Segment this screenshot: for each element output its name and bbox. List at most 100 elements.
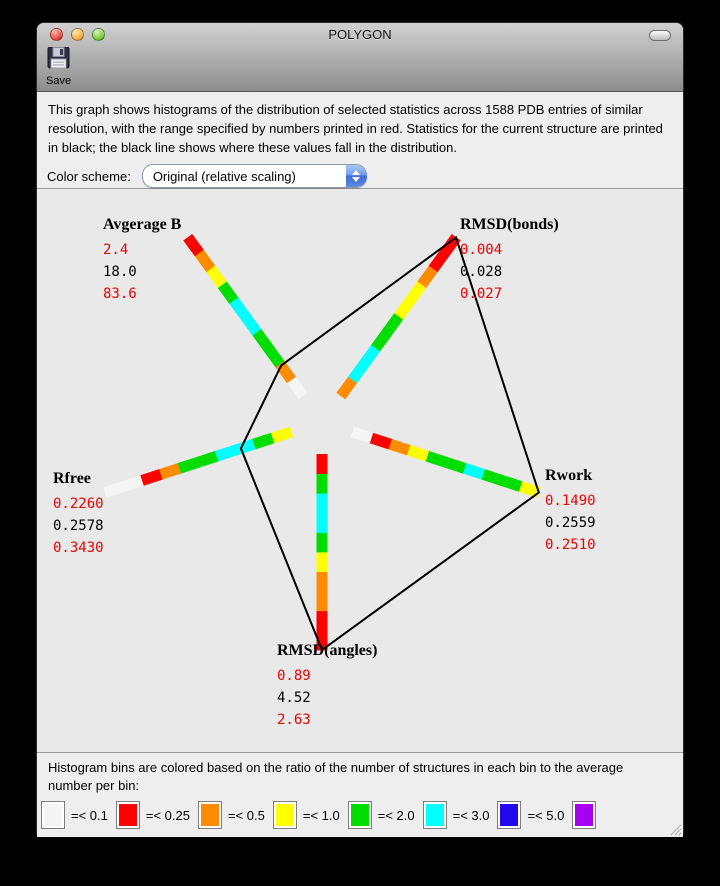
histogram-bin [316, 493, 328, 514]
histogram-bin [159, 462, 182, 480]
legend-swatch-green [347, 801, 372, 829]
legend-panel: Histogram bins are colored based on the … [37, 753, 683, 837]
histogram-bin [240, 313, 262, 336]
toolbar: Save [37, 45, 683, 91]
histogram-bin [425, 450, 448, 468]
histogram-bin [406, 444, 430, 462]
titlebar[interactable]: POLYGON [37, 23, 683, 45]
legend-swatch-orange [197, 801, 222, 829]
histogram-bin [388, 438, 411, 456]
histogram-bin [393, 297, 415, 321]
color-scheme-label: Color scheme: [47, 168, 131, 184]
histogram-bin [140, 469, 163, 486]
histogram-bin [103, 481, 126, 498]
axis-current-value: 0.028 [460, 264, 503, 280]
legend-bin-label: =< 0.25 [145, 807, 190, 823]
legend-bin-label: =< 0.1 [71, 807, 108, 823]
histogram-bar [183, 233, 308, 400]
histogram-bin [336, 376, 358, 400]
axis-current-value: 0.2578 [53, 518, 104, 534]
histogram-bin [316, 571, 328, 592]
histogram-bin [499, 475, 523, 492]
axis-min-value: 0.004 [460, 242, 503, 258]
dropdown-stepper-icon [345, 165, 367, 187]
color-scheme-row: Color scheme: Original (relative scaling… [37, 164, 683, 188]
legend-swatch-yellow [272, 801, 297, 829]
histogram-bin [183, 233, 204, 257]
legend-bin-label: =< 3.0 [452, 807, 490, 823]
histogram-bin [417, 265, 438, 289]
header-panel: This graph shows histograms of the distr… [37, 92, 683, 189]
histogram-bar [103, 426, 294, 498]
histogram-bin [286, 376, 308, 400]
window-chrome: POLYGON S [37, 23, 683, 92]
axis-label-rmsd-angles: RMSD(angles) 0.89 4.52 2.63 [277, 642, 377, 731]
histogram-bin [252, 329, 274, 352]
histogram-bin [316, 512, 328, 533]
color-scheme-selected-value: Original (relative scaling) [152, 168, 296, 184]
axis-max-value: 0.027 [460, 286, 503, 302]
legend-swatch-purple [572, 801, 597, 829]
resize-grip[interactable] [669, 823, 682, 836]
traffic-lights [37, 27, 105, 41]
histogram-bin [217, 281, 239, 305]
histogram-bin [206, 265, 227, 289]
histogram-bin [196, 450, 219, 468]
histogram-bin [316, 552, 328, 572]
legend-swatch-blue [497, 801, 522, 829]
histogram-bin [440, 233, 461, 257]
histogram-bin [270, 426, 294, 444]
histogram-bin [359, 344, 381, 368]
toolbar-toggle-button[interactable] [649, 30, 671, 41]
axis-max-value: 83.6 [103, 286, 137, 302]
histogram-bin [481, 469, 504, 486]
close-button[interactable] [50, 27, 63, 41]
histogram-bin [405, 281, 427, 305]
histogram-bin [214, 444, 238, 462]
description-text: This graph shows histograms of the distr… [48, 102, 663, 155]
axis-current-value: 0.2559 [545, 515, 596, 531]
save-button-label: Save [46, 75, 72, 87]
histogram-bin [263, 344, 285, 368]
histogram-bin [369, 432, 392, 450]
minimize-button[interactable] [71, 27, 84, 41]
axis-min-value: 2.4 [103, 242, 129, 258]
histogram-bin [316, 454, 328, 474]
polygon-chart [103, 233, 541, 652]
histogram-bin [370, 329, 392, 352]
histogram-bin [316, 610, 328, 631]
legend-caption: Histogram bins are colored based on the … [48, 760, 624, 793]
histogram-bin [252, 432, 275, 450]
polygon-plot-panel: Avgerage B 2.4 18.0 83.6 RMSD(bonds) 0.0… [37, 189, 683, 753]
histogram-bin [316, 591, 328, 612]
histogram-bar [316, 454, 328, 651]
histogram-bar [350, 426, 541, 498]
axis-current-value: 4.52 [277, 690, 311, 706]
save-floppy-icon [47, 46, 71, 74]
legend-bin-label: =< 2.0 [377, 807, 415, 823]
axis-label-average-b: Avgerage B 2.4 18.0 83.6 [103, 216, 181, 305]
axis-label-rwork: Rwork 0.1490 0.2559 0.2510 [545, 467, 596, 556]
axis-label-rfree: Rfree 0.2260 0.2578 0.3430 [53, 470, 104, 559]
color-scheme-dropdown[interactable]: Original (relative scaling) [141, 164, 367, 188]
legend-swatch-white [41, 801, 65, 829]
axis-min-value: 0.89 [277, 668, 311, 684]
histogram-bin [177, 456, 201, 474]
histogram-bin [316, 532, 328, 553]
axis-max-value: 0.2510 [545, 537, 596, 553]
axis-max-value: 2.63 [277, 712, 311, 728]
histogram-bin [350, 426, 374, 444]
window-title: POLYGON [328, 26, 392, 42]
histogram-bin [443, 456, 467, 474]
save-button[interactable]: Save [46, 46, 72, 87]
histogram-bin [194, 249, 216, 273]
axis-min-value: 0.1490 [545, 493, 596, 509]
axis-label-rmsd-bonds: RMSD(bonds) 0.004 0.028 0.027 [460, 216, 559, 305]
legend-bins-row: =< 0.1 =< 0.25 =< 0.5 =< 1.0 =< 2.0 =< 3.0 =< … [37, 801, 683, 829]
histogram-bin [229, 297, 251, 321]
histogram-bin [382, 313, 404, 336]
legend-bin-label: =< 0.5 [227, 807, 265, 823]
zoom-button[interactable] [92, 27, 105, 41]
legend-bin-label: =< 1.0 [302, 807, 340, 823]
polygon-window: POLYGON S [36, 22, 684, 837]
